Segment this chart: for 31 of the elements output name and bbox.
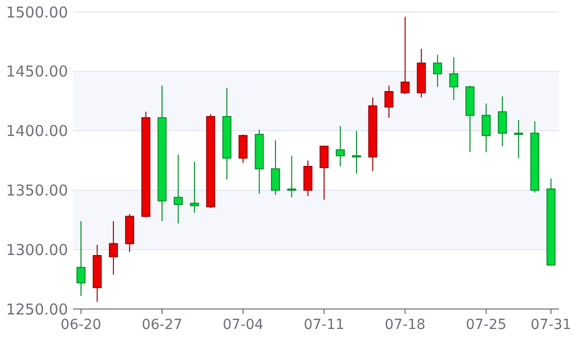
- x-tick-label: 07-04: [222, 317, 264, 333]
- x-tick-label: 07-18: [384, 317, 426, 333]
- y-tick-label: 1250.00: [6, 300, 68, 318]
- x-tick-label: 06-20: [60, 317, 102, 333]
- candlestick: [108, 220, 118, 276]
- candlestick: [174, 154, 183, 224]
- candlestick: [433, 54, 442, 88]
- candlestick: [482, 102, 491, 153]
- candlestick: [384, 85, 394, 118]
- candlestick: [287, 155, 296, 198]
- y-tick-label: 1400.00: [6, 122, 68, 140]
- y-tick-label: 1500.00: [6, 3, 68, 22]
- candlestick: [336, 126, 345, 167]
- candlestick: [498, 96, 507, 147]
- x-tick-label: 07-11: [304, 317, 344, 333]
- candlestick: [320, 146, 329, 200]
- y-tick-label: 1300.00: [6, 240, 68, 259]
- x-tick-label: 07-31: [530, 317, 572, 333]
- candlestick: [514, 120, 524, 159]
- candlestick: [400, 16, 410, 94]
- y-tick-label: 1450.00: [6, 62, 68, 81]
- x-tick-label: 07-25: [466, 317, 507, 333]
- candlestick: [352, 130, 362, 174]
- x-tick-label: 06-27: [142, 317, 182, 333]
- candlestick: [76, 220, 86, 296]
- candlestick: [238, 134, 248, 164]
- y-tick-label: 1350.00: [6, 181, 68, 200]
- candlestick: [190, 161, 199, 214]
- candlestick: [449, 56, 458, 100]
- candlestick: [303, 160, 312, 197]
- candlestick: [270, 140, 280, 196]
